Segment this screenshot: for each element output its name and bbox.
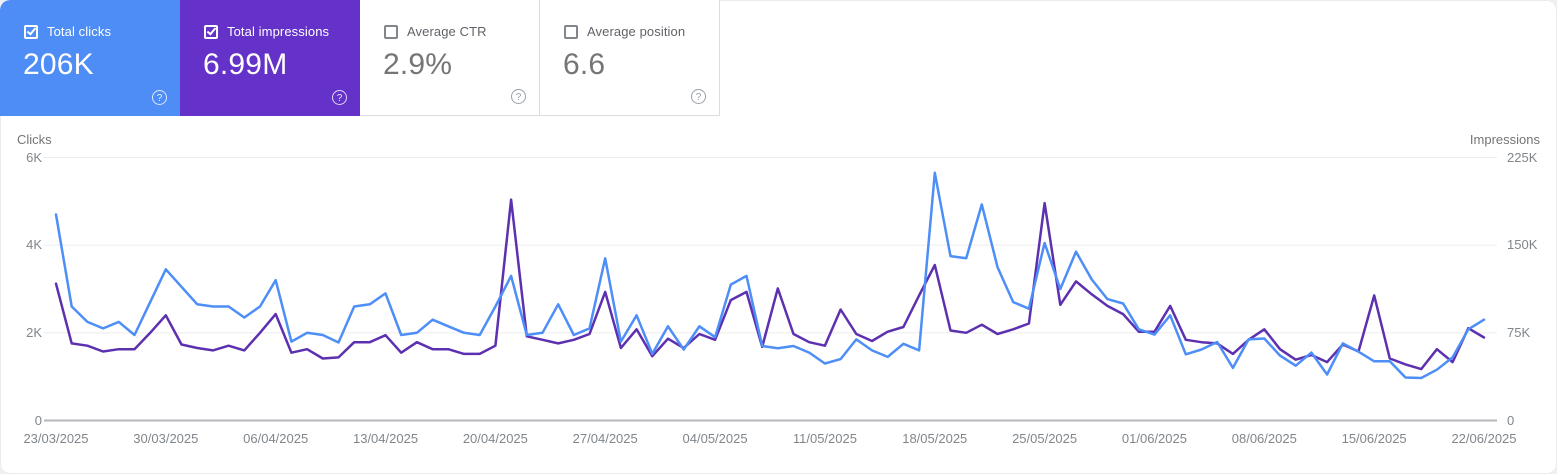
card-header: Average position [564, 24, 685, 39]
left-axis-tick: 2K [26, 324, 42, 340]
total-clicks-checkbox[interactable] [24, 24, 38, 39]
metric-card-label: Total impressions [227, 24, 330, 39]
metric-card-total-clicks[interactable]: Total clicks 206K [0, 0, 180, 116]
metric-card-value: 6.6 [563, 48, 606, 81]
x-axis-date-label: 20/04/2025 [462, 431, 528, 446]
right-axis-tick: 150K [1507, 237, 1538, 253]
right-axis-title: Impressions [1469, 132, 1540, 147]
left-axis-title: Clicks [17, 132, 52, 147]
card-header: Average CTR [384, 24, 487, 39]
right-axis-tick: 225K [1507, 149, 1538, 165]
metric-card-total-impressions[interactable]: Total impressions 6.99M [180, 0, 360, 116]
left-axis-tick: 4K [26, 237, 42, 253]
x-axis-date-label: 15/06/2025 [1341, 431, 1407, 446]
card-header: Total clicks [24, 24, 111, 39]
checkmark-icon [26, 25, 36, 36]
right-axis-tick: 75K [1507, 324, 1531, 340]
metric-cards-row: Total clicks 206K Total impressions 6.99… [0, 0, 720, 116]
metric-card-average-position[interactable]: Average position 6.6 [540, 0, 720, 116]
left-axis-tick: 0 [34, 412, 42, 428]
x-axis-date-label: 11/05/2025 [792, 431, 857, 446]
x-axis-date-label: 25/05/2025 [1012, 431, 1078, 446]
x-axis-date-label: 27/04/2025 [572, 431, 638, 446]
total-impressions-checkbox[interactable] [204, 24, 218, 39]
x-axis-date-label: 08/06/2025 [1231, 431, 1297, 446]
metric-card-average-ctr[interactable]: Average CTR 2.9% [360, 0, 540, 116]
x-axis-date-label: 13/04/2025 [352, 431, 419, 446]
metric-card-label: Average CTR [407, 24, 487, 39]
metric-card-label: Average position [587, 24, 686, 39]
x-axis-date-label: 18/05/2025 [902, 431, 968, 446]
average-position-checkbox[interactable] [564, 24, 578, 39]
metric-card-value: 206K [23, 48, 94, 81]
metric-card-label: Total clicks [47, 24, 112, 39]
help-icon[interactable] [152, 90, 167, 105]
card-header: Total impressions [204, 24, 329, 39]
x-axis-date-label: 04/05/2025 [682, 431, 748, 446]
metric-card-value: 6.99M [203, 48, 288, 81]
x-axis-date-label: 22/06/2025 [1451, 431, 1517, 446]
x-axis-date-label: 01/06/2025 [1121, 431, 1187, 446]
x-axis-date-label: 30/03/2025 [133, 431, 199, 446]
help-icon[interactable] [691, 89, 706, 104]
left-axis-tick: 6K [26, 149, 42, 165]
average-ctr-checkbox[interactable] [384, 24, 398, 39]
right-axis-tick: 0 [1507, 412, 1515, 428]
metric-card-value: 2.9% [383, 48, 453, 81]
help-icon[interactable] [511, 89, 526, 104]
checkmark-icon [206, 25, 216, 36]
x-axis-date-label: 23/03/2025 [23, 431, 89, 446]
clicks-line [54, 171, 1486, 380]
help-icon[interactable] [332, 90, 347, 105]
x-axis-date-label: 06/04/2025 [243, 431, 309, 446]
